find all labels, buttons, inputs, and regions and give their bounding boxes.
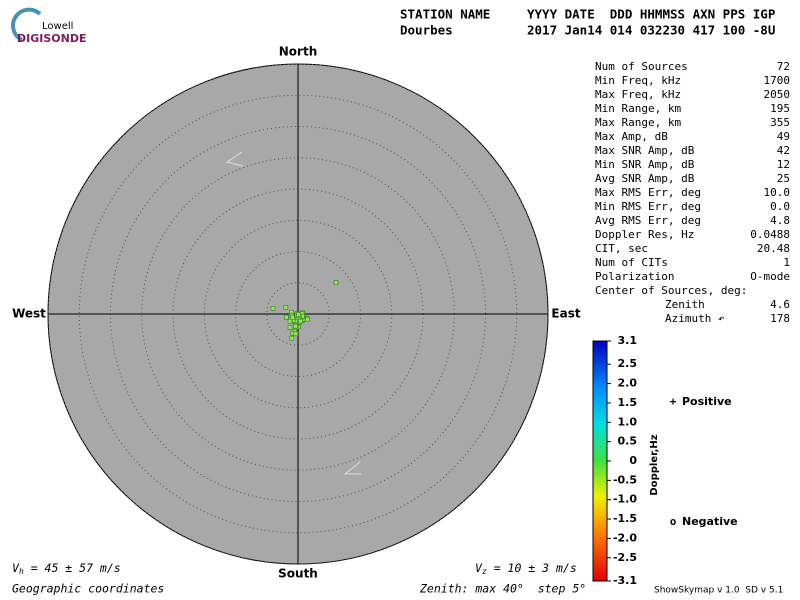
stat-value: 1700 — [764, 74, 791, 87]
source-point — [333, 280, 339, 285]
source-point — [290, 314, 295, 320]
stat-label: Min RMS Err, deg — [595, 200, 701, 213]
header-values: 2017 Jan14 014 032230 417 100 -8U — [527, 23, 775, 38]
colorbar-tick-label: 0 — [629, 454, 637, 467]
source-point — [289, 335, 295, 341]
source-point — [287, 325, 293, 330]
stat-label: Num of CITs — [595, 256, 668, 269]
stat-value: 25 — [777, 172, 790, 185]
coords: Geographic coordinates — [12, 582, 164, 596]
vz-symbol: V — [475, 561, 483, 575]
legend-marker: o — [670, 515, 677, 528]
version: ShowSkymap v 1.0 SD v 5.1 — [654, 586, 783, 596]
stat-label: Min Freq, kHz — [595, 74, 681, 87]
vh-text: = 45 ± 57 m/s — [24, 561, 121, 575]
west-label: West — [12, 307, 46, 321]
stat-label: Max Amp, dB — [595, 130, 668, 143]
logo-top: Lowell — [42, 21, 73, 32]
stat-label: Max Freq, kHz — [595, 88, 681, 101]
stat-label: Avg SNR Amp, dB — [595, 172, 695, 185]
center-value: 178 — [770, 312, 790, 325]
south-label: South — [278, 567, 318, 581]
colorbar-tick-label: -2.5 — [613, 551, 637, 564]
source-point — [293, 323, 298, 329]
header-label: STATION NAME — [400, 7, 490, 22]
stat-value: 355 — [770, 116, 790, 129]
stat-value: 1 — [783, 256, 790, 269]
source-point — [287, 318, 293, 324]
stat-value: 10.0 — [764, 186, 791, 199]
colorbar-tick-label: -2.0 — [613, 531, 637, 544]
stat-label: Avg RMS Err, deg — [595, 214, 701, 227]
source-point — [270, 306, 276, 311]
stat-label: Num of Sources — [595, 60, 688, 73]
logo-bottom: DIGISONDE — [17, 32, 86, 45]
stat-label: CIT, sec — [595, 242, 648, 255]
vz-text: = 10 ± 3 m/s — [487, 561, 577, 575]
colorbar — [592, 340, 608, 582]
stat-value: O-mode — [750, 270, 790, 283]
stat-value: 72 — [777, 60, 790, 73]
stat-label: Min SNR Amp, dB — [595, 158, 695, 171]
colorbar-tick-label: 0.5 — [618, 435, 638, 448]
legend-entry: Positive — [682, 395, 732, 408]
stat-value: 4.8 — [770, 214, 790, 227]
stat-value: 2050 — [764, 88, 791, 101]
stat-value: 42 — [777, 144, 790, 157]
arrows — [225, 151, 361, 475]
center-label: Zenith — [665, 298, 705, 311]
stat-label: Max Range, km — [595, 116, 681, 129]
stat-value: 195 — [770, 102, 790, 115]
vz: Vz = 10 ± 3 m/s — [475, 561, 577, 576]
vz-sub: z — [482, 567, 487, 576]
vh: Vh = 45 ± 57 m/s — [12, 561, 121, 576]
stat-label: Center of Sources, deg: — [595, 284, 747, 297]
zenith-info: Zenith: max 40° step 5° — [419, 582, 586, 596]
north-label: North — [279, 45, 317, 59]
header-station: Dourbes — [400, 23, 453, 38]
colorbar-tick-label: 1.0 — [618, 415, 638, 428]
stat-value: 0.0 — [770, 200, 790, 213]
colorbar-tick-label: 2.5 — [618, 357, 638, 370]
colorbar-tick-label: -0.5 — [613, 473, 637, 486]
source-point — [284, 314, 289, 320]
legend-marker: + — [670, 395, 677, 408]
center-label: Azimuth ↶ — [665, 312, 725, 325]
stat-label: Max RMS Err, deg — [595, 186, 701, 199]
stat-value: 49 — [777, 130, 790, 143]
colorbar-tick-label: 2.0 — [618, 377, 638, 390]
stat-label: Max SNR Amp, dB — [595, 144, 695, 157]
vh-sub: h — [19, 567, 24, 576]
stat-label: Doppler Res, Hz — [595, 228, 694, 241]
colorbar-tick-label: -1.0 — [613, 493, 637, 506]
colorbar-tick-label: -3.1 — [613, 574, 637, 587]
stat-value: 12 — [777, 158, 790, 171]
vh-symbol: V — [12, 561, 20, 575]
center-value: 4.6 — [770, 298, 790, 311]
logo: Lowell DIGISONDE — [11, 7, 86, 45]
legend-entry: Negative — [682, 515, 738, 528]
stat-value: 0.0488 — [750, 228, 790, 241]
colorbar-label: Doppler,Hz — [649, 434, 660, 495]
east-label: East — [551, 307, 580, 321]
colorbar-tick-label: -1.5 — [613, 512, 637, 525]
stat-label: Min Range, km — [595, 102, 681, 115]
source-point — [283, 305, 289, 310]
colorbar-tick-label: 3.1 — [618, 334, 638, 347]
source-point — [305, 316, 310, 322]
logo-arc — [11, 7, 42, 42]
source-point — [296, 312, 301, 318]
stat-label: Polarization — [595, 270, 674, 283]
header-columns: YYYY DATE DDD HHMMSS AXN PPS IGP — [527, 7, 775, 22]
colorbar-tick-label: 1.5 — [618, 396, 638, 409]
source-point — [298, 318, 303, 324]
stat-value: 20.48 — [757, 242, 790, 255]
source-point — [293, 331, 299, 337]
